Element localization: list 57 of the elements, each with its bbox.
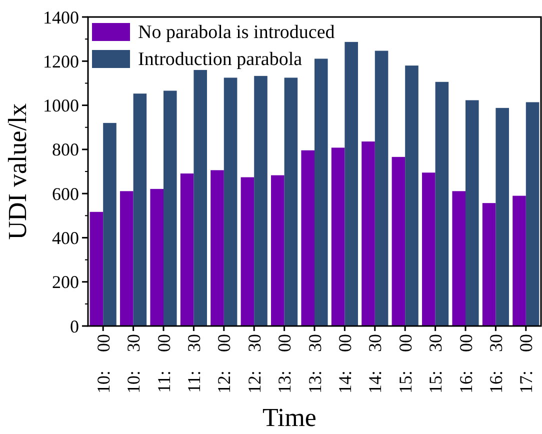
bar xyxy=(164,90,177,326)
x-tick-label: 17: 00 xyxy=(516,334,536,394)
bar xyxy=(405,66,418,326)
y-tick-label: 1400 xyxy=(43,7,79,28)
y-tick-label: 600 xyxy=(52,184,79,204)
x-tick-label: 12: 00 xyxy=(214,334,234,394)
x-tick-label: 11: 00 xyxy=(154,334,174,393)
x-tick-label: 15: 00 xyxy=(395,334,416,394)
bar xyxy=(482,203,496,326)
x-tick-label: 15: 30 xyxy=(426,334,446,394)
y-tick-label: 0 xyxy=(70,316,79,336)
y-tick-label: 1000 xyxy=(43,96,79,116)
bar xyxy=(284,78,298,326)
bar xyxy=(314,58,328,326)
bar xyxy=(224,78,238,326)
y-axis-title: UDI value/lx xyxy=(3,103,32,240)
bar xyxy=(120,191,134,326)
bar xyxy=(301,150,314,326)
x-tick-label: 12: 30 xyxy=(244,334,264,394)
y-tick-label: 200 xyxy=(52,272,79,292)
bar xyxy=(466,100,479,326)
x-tick-label: 14: 30 xyxy=(365,334,386,394)
bar xyxy=(240,177,254,326)
x-tick-label: 14: 00 xyxy=(335,334,355,394)
bar xyxy=(90,212,104,326)
bar xyxy=(526,102,540,326)
y-tick-label: 400 xyxy=(52,228,79,248)
bar xyxy=(512,196,526,326)
x-tick-label: 16: 30 xyxy=(486,334,506,394)
bar xyxy=(133,94,147,326)
x-tick-label: 10: 30 xyxy=(124,334,144,394)
x-tick-label: 13: 30 xyxy=(304,334,325,394)
x-axis-title: Time xyxy=(262,403,316,432)
bar xyxy=(422,172,436,326)
bar xyxy=(150,188,164,326)
bar xyxy=(362,141,375,326)
bar xyxy=(180,173,194,326)
y-tick-label: 1200 xyxy=(43,51,79,72)
bar xyxy=(210,170,224,326)
y-tick-label: 800 xyxy=(52,140,79,160)
legend-label: Introduction parabola xyxy=(138,49,303,70)
bar xyxy=(103,122,116,326)
bar xyxy=(331,148,345,326)
bar xyxy=(194,70,207,326)
bar xyxy=(271,175,284,326)
legend-label: No parabola is introduced xyxy=(138,22,336,43)
bar xyxy=(254,76,268,326)
bar xyxy=(452,191,466,326)
bar xyxy=(392,156,406,326)
x-tick-label: 11: 30 xyxy=(184,334,204,393)
x-tick-label: 16: 00 xyxy=(456,334,476,394)
bar xyxy=(496,108,509,326)
bar xyxy=(344,42,358,326)
bar xyxy=(374,50,388,326)
x-tick-label: 10: 00 xyxy=(93,334,114,394)
x-tick-label: 13: 00 xyxy=(274,334,295,394)
bar xyxy=(435,82,449,326)
